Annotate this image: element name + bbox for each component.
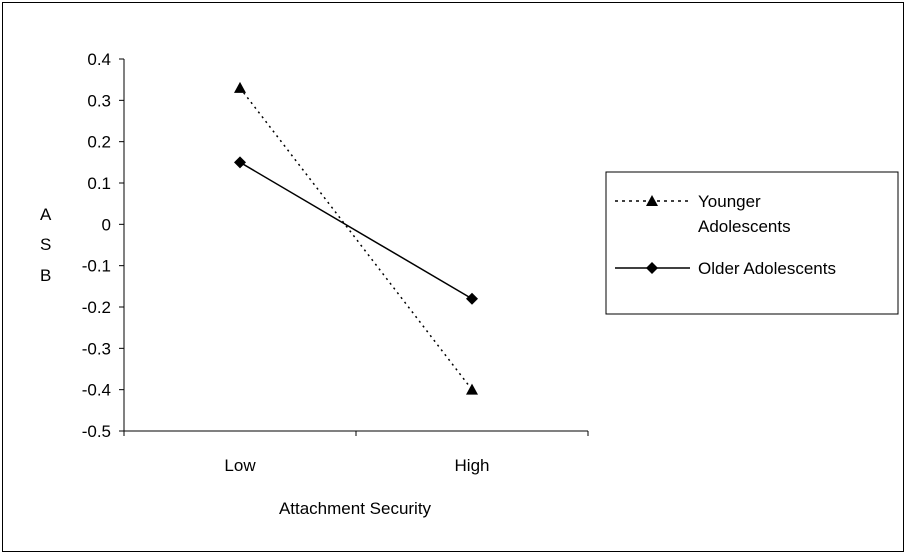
y-tick-label: -0.3 — [82, 339, 111, 358]
legend-younger-label-line2: Adolescents — [698, 217, 791, 236]
data-point-triangle — [466, 383, 478, 395]
data-point-diamond — [466, 292, 478, 305]
series-line-older — [239, 161, 473, 300]
x-tick-label: Low — [224, 456, 256, 475]
y-axis-label: A S B — [40, 205, 52, 285]
y-tick-label: -0.1 — [82, 257, 111, 276]
y-axis-label-letter-s: S — [40, 235, 51, 254]
series-layer — [234, 81, 478, 395]
y-tick-label: -0.4 — [82, 381, 111, 400]
y-tick-label: -0.2 — [82, 298, 111, 317]
legend-older-marker-diamond — [646, 262, 658, 274]
axes: 0.4 0.3 0.2 0.1 0 -0.1 -0.2 -0.3 -0.4 -0.5 Low High — [82, 50, 589, 475]
legend-older-label: Older Adolescents — [698, 259, 836, 278]
legend-box — [605, 171, 899, 315]
x-axis-title: Attachment Security — [279, 499, 432, 518]
y-tick-label: -0.5 — [82, 422, 111, 441]
y-tick-label: 0 — [102, 215, 111, 234]
legend-younger-marker-triangle — [646, 195, 658, 206]
legend-younger-label-line1: Younger — [698, 192, 761, 211]
y-tick-label: 0.1 — [87, 174, 111, 193]
x-tick-label: High — [455, 456, 490, 475]
data-point-triangle — [234, 81, 246, 93]
y-axis-label-letter-a: A — [40, 205, 52, 224]
data-point-diamond — [234, 156, 246, 169]
y-tick-label: 0.4 — [87, 50, 111, 69]
series-line-younger — [239, 87, 473, 391]
legend: Younger Adolescents Older Adolescents — [605, 171, 899, 315]
y-axis-label-letter-b: B — [40, 266, 51, 285]
y-tick-label: 0.2 — [87, 133, 111, 152]
y-tick-label: 0.3 — [87, 91, 111, 110]
